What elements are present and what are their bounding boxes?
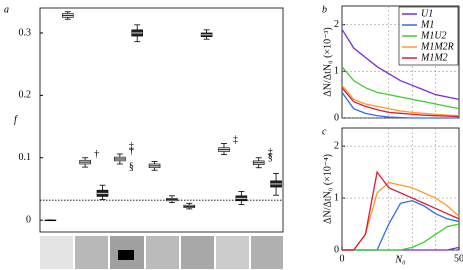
x-tick-label: 50 <box>454 253 463 264</box>
annotation: ‡ <box>268 147 273 158</box>
y-tick-label: 1 <box>334 192 339 203</box>
y-axis-label: ΔN/ΔtN₀ (×10⁻⁴) <box>322 154 333 224</box>
series-line <box>341 91 459 119</box>
legend-label: M1M2R <box>420 41 454 52</box>
annotation: † <box>94 149 99 160</box>
annotation: § <box>268 152 273 163</box>
annotation: ‡ <box>129 141 134 152</box>
plot-frame <box>39 7 284 233</box>
series-line <box>342 223 460 251</box>
series-line <box>341 87 460 118</box>
legend-label: U1 <box>421 8 433 19</box>
x-tick-label: 0 <box>340 253 345 264</box>
x-axis-label: N₀ <box>394 254 406 265</box>
y-axis-label: f <box>14 114 18 125</box>
y-tick-label: 0.2 <box>19 90 32 101</box>
legend-label: M1M2 <box>420 52 448 63</box>
annotation: ‡ <box>233 135 238 146</box>
y-tick-label: 0 <box>334 244 339 255</box>
panel-label: b <box>322 4 327 15</box>
y-tick-label: 0 <box>334 112 339 123</box>
thumbnails <box>40 236 283 269</box>
legend-label: M1 <box>420 19 434 30</box>
y-tick-label: 0 <box>26 214 31 225</box>
y-tick-label: 2 <box>334 140 339 151</box>
series-line <box>342 170 460 251</box>
y-axis-label: ΔN/ΔtN₀ (×10⁻³) <box>322 27 333 96</box>
annotation: § <box>129 161 134 172</box>
y-tick-label: 2 <box>334 19 339 30</box>
panel-label: c <box>322 126 327 137</box>
legend-box <box>398 6 459 66</box>
series-line <box>341 66 460 110</box>
y-tick-label: 1 <box>334 66 339 77</box>
y-tick-label: 0.3 <box>19 27 32 38</box>
series-line <box>341 28 460 100</box>
annotation: † <box>129 146 134 157</box>
legend-label: M1U2 <box>420 30 447 41</box>
y-tick-label: 0.1 <box>19 152 32 163</box>
series-line <box>341 84 460 117</box>
panel-label: a <box>4 4 9 15</box>
